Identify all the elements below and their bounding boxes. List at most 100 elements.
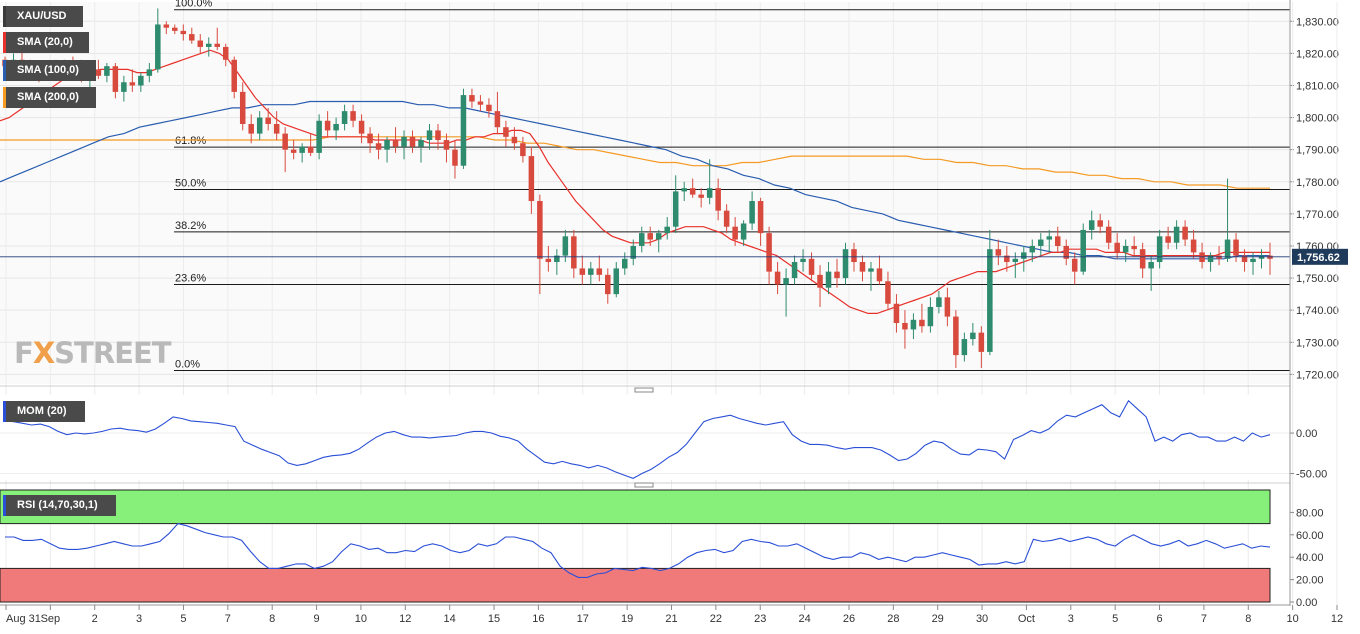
candle-body xyxy=(740,223,747,240)
candle-body xyxy=(783,278,789,285)
price-tick-label: 1,780.00 xyxy=(1296,177,1339,189)
candle-body xyxy=(554,255,560,263)
legend-sma200[interactable]: SMA (200,0) xyxy=(3,87,96,108)
legend-mom[interactable]: MOM (20) xyxy=(3,401,85,422)
candle-body xyxy=(138,75,144,86)
legend-rsi-label: RSI (14,70,30,1) xyxy=(17,499,98,511)
candle-body xyxy=(435,130,441,141)
candle-body xyxy=(290,149,297,153)
price-tick-label: 1,800.00 xyxy=(1296,113,1339,125)
x-tick-label: 5 xyxy=(180,613,186,625)
candle-body xyxy=(681,188,687,192)
x-tick-label: 24 xyxy=(798,613,810,625)
x-tick-label: 16 xyxy=(532,613,544,625)
candle-body xyxy=(350,111,356,121)
rsi-overbought-zone xyxy=(0,489,1271,525)
candle-body xyxy=(299,146,305,153)
x-tick-label: 29 xyxy=(932,613,944,625)
candle-body xyxy=(172,27,178,31)
candle-body xyxy=(409,136,416,147)
candle-body xyxy=(902,323,908,330)
x-tick-label: 21 xyxy=(665,613,677,625)
candle-body xyxy=(1080,229,1086,272)
candle-body xyxy=(1097,220,1103,227)
sma20-line xyxy=(0,49,1270,314)
candle-body xyxy=(885,281,891,304)
candle-body xyxy=(1012,258,1019,263)
candle-body xyxy=(622,258,628,269)
candle-body xyxy=(1165,236,1171,243)
candle-body xyxy=(146,69,153,76)
candle-body xyxy=(307,146,314,153)
candle-body xyxy=(876,268,883,282)
candle-body xyxy=(944,297,951,317)
candle-body xyxy=(537,201,543,259)
x-tick-label: 12 xyxy=(1331,613,1343,625)
candle-body xyxy=(95,69,102,76)
rsi-line xyxy=(5,522,1271,578)
candle-body xyxy=(910,319,917,330)
candle-body xyxy=(698,194,704,198)
candle-body xyxy=(511,136,518,144)
fib-level-label: 50.0% xyxy=(175,177,206,189)
candle-body xyxy=(706,188,713,198)
legend-rsi[interactable]: RSI (14,70,30,1) xyxy=(3,495,116,516)
candle-body xyxy=(341,111,348,124)
candle-body xyxy=(1054,236,1061,246)
legend-sma20[interactable]: SMA (20,0) xyxy=(3,32,89,53)
x-tick-label: 28 xyxy=(887,613,899,625)
candle-body xyxy=(1173,226,1180,243)
x-tick-label: 15 xyxy=(488,613,500,625)
candle-body xyxy=(214,43,221,47)
candle-body xyxy=(1224,239,1231,259)
candle-body xyxy=(324,120,331,131)
candle-body xyxy=(961,339,968,356)
fib-level-label: 23.6% xyxy=(175,272,206,284)
legend-sma100-label: SMA (100,0) xyxy=(17,64,79,76)
candle-body xyxy=(995,249,1002,256)
candle-body xyxy=(189,34,195,41)
x-tick-label: Oct xyxy=(1018,613,1035,625)
candle-body xyxy=(1088,220,1095,230)
panel-resize-handle xyxy=(634,387,654,393)
legend-sma20-label: SMA (20,0) xyxy=(17,36,73,48)
candle-body xyxy=(316,120,322,153)
panel-resize-handle xyxy=(634,482,654,488)
candle-body xyxy=(953,316,959,356)
candle-body xyxy=(1021,252,1027,259)
candle-body xyxy=(358,120,365,134)
x-tick-label: 26 xyxy=(843,613,855,625)
candle-body xyxy=(647,233,653,240)
candle-body xyxy=(121,82,127,92)
candle-body xyxy=(265,117,271,124)
x-tick-label: 19 xyxy=(621,613,633,625)
fib-level-label: 38.2% xyxy=(175,220,206,232)
candle-body xyxy=(842,249,849,279)
candle-body xyxy=(443,140,450,150)
candle-body xyxy=(1148,262,1154,269)
candle-body xyxy=(919,319,925,327)
candle-body xyxy=(774,271,781,285)
price-tick-label: 1,770.00 xyxy=(1296,209,1339,221)
x-tick-label: 3 xyxy=(136,613,142,625)
candle-body xyxy=(1233,239,1239,256)
fxstreet-logo: FXSTREET xyxy=(14,336,172,370)
rsi-tick-label: 60.00 xyxy=(1296,530,1324,542)
candle-body xyxy=(418,140,424,147)
momentum-tick-label: 0.00 xyxy=(1296,428,1317,440)
price-tick-label: 1,750.00 xyxy=(1296,273,1339,285)
fib-level-label: 61.8% xyxy=(175,135,206,147)
candle-body xyxy=(392,140,399,147)
legend-sma100[interactable]: SMA (100,0) xyxy=(3,60,96,81)
last-price-tag xyxy=(1292,248,1348,265)
rsi-tick-label: 40.00 xyxy=(1296,552,1324,564)
candle-body xyxy=(494,111,501,128)
candle-body xyxy=(1241,255,1248,263)
candle-body xyxy=(248,123,254,134)
candle-body xyxy=(1004,255,1010,263)
legend-symbol-label: XAU/USD xyxy=(17,10,67,22)
legend-symbol[interactable]: XAU/USD xyxy=(3,6,83,27)
sma200-line xyxy=(0,136,1270,189)
